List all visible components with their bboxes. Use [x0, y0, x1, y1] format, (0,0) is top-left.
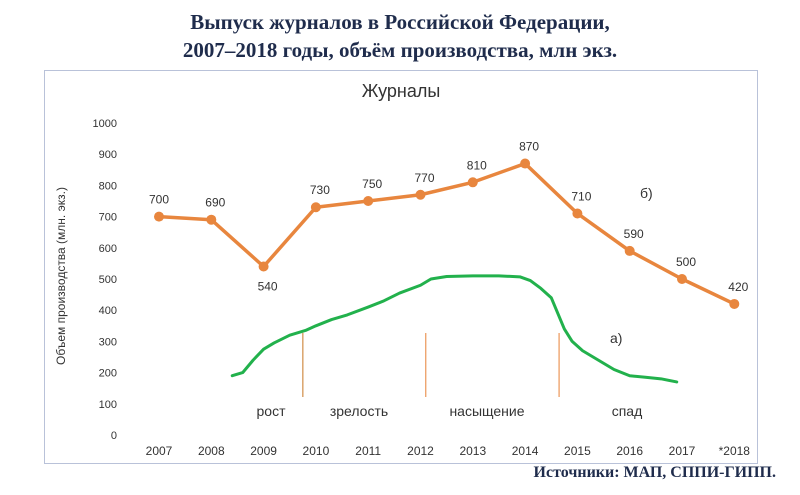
series-b-data-label: 710: [571, 189, 591, 203]
series-b-data-label: 810: [467, 158, 487, 172]
y-tick-label: 800: [99, 180, 117, 192]
series-b-point: [206, 214, 217, 225]
series-b-point: [467, 177, 478, 188]
x-tick-label: 2008: [198, 444, 225, 458]
y-tick-label: 0: [111, 430, 117, 442]
series-b-point: [154, 211, 164, 222]
series-b-point: [677, 274, 687, 284]
y-tick-label: 200: [99, 368, 117, 380]
x-tick-label: 2011: [355, 444, 381, 458]
y-tick-label: 1000: [93, 118, 117, 130]
chart-panel: Журналы Объем производства (млн. экз.) 0…: [44, 70, 758, 464]
series-b-data-label: 870: [519, 140, 539, 154]
y-axis-label: Объем производства (млн. экз.): [54, 187, 68, 365]
phase-labels: рост зрелость насыщение спад: [257, 403, 643, 419]
phase-label: рост: [257, 403, 287, 419]
title-line-2: 2007–2018 годы, объём производства, млн …: [182, 38, 618, 62]
series-b-label: б): [640, 185, 653, 201]
series-b-data-label: 700: [149, 193, 169, 207]
series-b-data-label: 770: [414, 171, 434, 185]
phase-lines: [302, 333, 560, 397]
series-b-data-label: 590: [624, 227, 644, 241]
y-tick-label: 700: [99, 212, 117, 224]
title-line-1: Выпуск журналов в Российской Федерации,: [190, 10, 610, 34]
series-b-point: [624, 245, 635, 256]
x-tick-labels: 2007 2008 2009 2010 2011 2012 2013 2014 2015 2016…: [146, 444, 751, 458]
page-title: Выпуск журналов в Российской Федерации, …: [0, 8, 800, 64]
y-tick-label: 500: [99, 274, 117, 286]
series-b-data-label: 540: [258, 280, 278, 294]
x-tick-label: 2013: [459, 444, 486, 458]
series-b-point: [729, 298, 740, 309]
source-note: Источники: МАП, СППИ-ГИПП.: [533, 464, 776, 481]
series-b-data-label: 730: [310, 183, 330, 197]
x-tick-label: 2015: [564, 444, 591, 458]
chart-title: Журналы: [362, 81, 441, 101]
series-a-group: [230, 274, 679, 384]
series-b-data-label: 500: [676, 255, 696, 269]
y-tick-label: 400: [99, 305, 117, 317]
x-tick-label: 2009: [250, 444, 277, 458]
y-tick-label: 900: [99, 149, 117, 161]
series-b-point: [310, 202, 321, 213]
series-b-point: [415, 189, 426, 200]
chart-svg: Журналы Объем производства (млн. экз.) 0…: [54, 81, 751, 458]
series-a-label: а): [610, 330, 622, 346]
x-tick-label: 2017: [669, 444, 696, 458]
phase-label: зрелость: [330, 403, 388, 419]
series-b-point: [520, 158, 531, 169]
y-tick-label: 300: [99, 336, 117, 348]
series-b-data-label: 420: [728, 280, 748, 294]
x-tick-label: 2010: [303, 444, 330, 458]
phase-label: насыщение: [449, 403, 524, 419]
series-b-data-label: 750: [362, 177, 382, 191]
series-b-line: [158, 161, 736, 306]
series-b-group: 700 690 540 730 750 770 810 870 710 590 500 420: [149, 140, 749, 309]
x-tick-label: *2018: [719, 444, 751, 458]
series-a-line: [230, 274, 679, 384]
y-tick-label: 100: [99, 399, 117, 411]
x-tick-label: 2007: [146, 444, 173, 458]
y-tick-labels: 0 100 200 300 400 500 600 700 800 900 1000: [93, 118, 117, 442]
x-tick-label: 2012: [407, 444, 434, 458]
x-tick-label: 2014: [512, 444, 539, 458]
x-tick-label: 2016: [616, 444, 643, 458]
series-b-point: [363, 196, 374, 206]
y-tick-label: 600: [99, 243, 117, 255]
series-b-point: [572, 208, 583, 219]
series-b-data-label: 690: [205, 196, 225, 210]
phase-label: спад: [612, 403, 643, 419]
series-b-point: [258, 261, 269, 272]
